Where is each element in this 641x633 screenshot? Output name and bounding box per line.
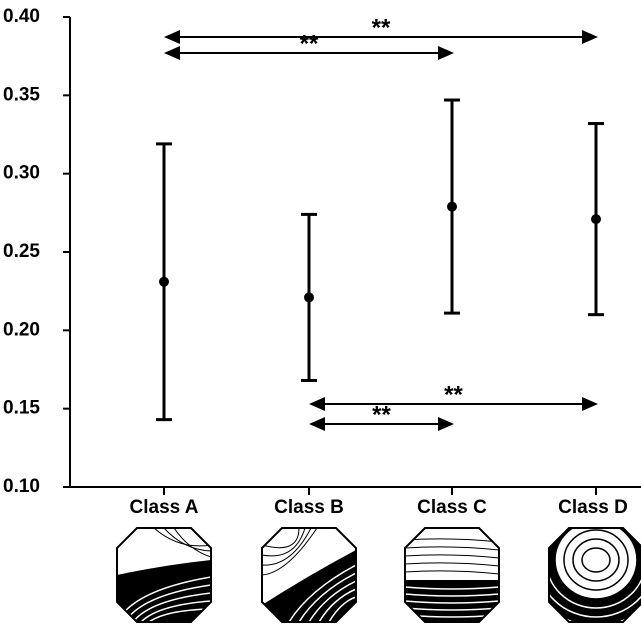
arrowhead [309,417,325,431]
contour-map [404,527,500,623]
y-tick-label: 0.15 [3,398,40,419]
contour [140,600,211,622]
y-tick-label: 0.30 [3,163,40,184]
contour [318,588,356,622]
y-tick-label: 0.25 [3,241,40,262]
significance-label: ** [372,14,391,41]
point [591,214,601,225]
arrowhead [438,417,454,431]
octagon-outline [116,527,212,623]
y-tick-label: 0.20 [3,319,40,340]
contour [262,528,300,549]
contour-map [261,527,357,623]
contour-map [116,527,212,623]
contour [405,593,499,597]
significance-label: ** [372,401,391,428]
contour [328,596,356,622]
contour [262,528,318,576]
contour [405,546,499,551]
contour [405,586,499,590]
contour [163,528,211,552]
y-tick-label: 0.10 [3,476,40,497]
x-tick-label: Class D [558,497,628,518]
contour [405,570,499,575]
contour [581,547,611,573]
contour [298,572,356,622]
contour [405,562,499,567]
point [447,201,457,212]
significance-label: ** [300,30,319,57]
contour [173,528,211,558]
y-tick-label: 0.40 [3,6,40,27]
dark-region [405,580,499,622]
contour-fill [117,528,211,622]
point [159,276,169,287]
x-tick-label: Class B [274,497,344,518]
contour-fill [405,528,499,622]
arrowhead [582,397,598,411]
arrowhead [164,46,180,60]
significance-label: ** [444,381,463,408]
contour [262,528,312,566]
contour [288,564,356,622]
arrowhead [438,46,454,60]
octagon-outline [548,527,641,623]
arrowhead [582,30,598,44]
arrowhead [164,30,180,44]
contour [262,528,306,557]
contour [405,554,499,559]
arrowhead [309,397,325,411]
contour [405,607,499,611]
contour [153,528,211,547]
contour-map [548,527,641,623]
y-tick-label: 0.35 [3,84,40,105]
contour-fill [262,528,356,622]
contour [308,580,356,622]
octagon-outline [261,527,357,623]
x-tick-label: Class C [417,497,487,518]
point [304,292,314,303]
x-tick-label: Class A [130,497,199,518]
contour [132,592,211,622]
contour [405,600,499,604]
octagon-outline [404,527,500,623]
